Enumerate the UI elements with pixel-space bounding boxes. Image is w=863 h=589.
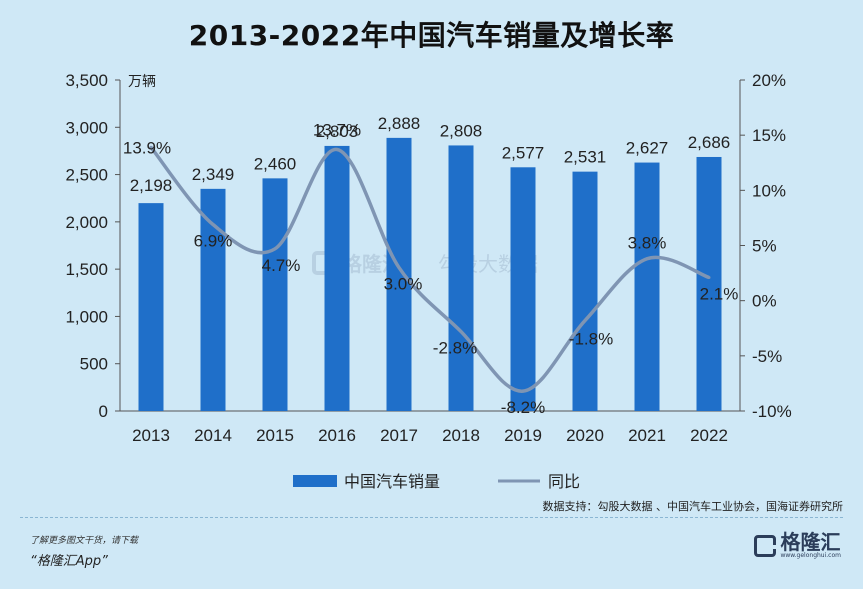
bar-value-label: 2,888	[378, 114, 421, 133]
x-tick-label: 2016	[318, 426, 356, 445]
y-left-tick-label: 500	[80, 355, 108, 374]
bar-2018	[448, 145, 474, 412]
bar-2014	[200, 188, 226, 411]
line-value-label: 13.7%	[313, 121, 361, 140]
bar-2017	[386, 137, 412, 411]
x-tick-label: 2015	[256, 426, 294, 445]
data-source: 数据支持：勾股大数据 、中国汽车工业协会，国海证券研究所	[542, 500, 844, 513]
y-right-tick-label: -10%	[752, 402, 792, 421]
y-right-tick-label: 20%	[752, 71, 786, 90]
line-value-label: 3.8%	[628, 234, 667, 253]
y-right-tick-label: 15%	[752, 126, 786, 145]
y-right-tick-label: -5%	[752, 347, 782, 366]
x-tick-label: 2021	[628, 426, 666, 445]
y-left-tick-label: 3,000	[65, 118, 108, 137]
y-right-tick-label: 10%	[752, 181, 786, 200]
line-point-2014	[211, 223, 215, 227]
bar-value-label: 2,686	[688, 133, 731, 152]
bar-2019	[510, 167, 536, 411]
promo-app-name: “格隆汇App”	[30, 554, 108, 569]
chart: 0 500 1,000 1,500 2,000 2,500 3,000 3,500 -10% -5…	[65, 71, 792, 491]
promo-text: 了解更多图文干货，请下载	[30, 536, 139, 546]
line-point-2020	[583, 319, 587, 323]
y-left-tick-label: 0	[99, 402, 108, 421]
y-left-tick-label: 1,000	[65, 307, 108, 326]
bar-value-label: 2,577	[502, 143, 545, 162]
x-tick-label: 2018	[442, 426, 480, 445]
y-right-tick-label: 5%	[752, 237, 777, 256]
line-value-label: 6.9%	[194, 232, 233, 251]
y-left-unit: 万辆	[128, 73, 156, 89]
line-value-label: 2.1%	[700, 284, 739, 303]
line-point-2016	[335, 148, 339, 152]
footer-divider	[20, 517, 843, 518]
line-point-2021	[645, 257, 649, 261]
x-tick-label: 2013	[132, 426, 170, 445]
bar-value-label: 2,198	[130, 176, 173, 195]
bar-value-label: 2,627	[626, 139, 669, 158]
chart-title: 2013-2022年中国汽车销量及增长率	[188, 19, 675, 52]
series-line-yoy	[149, 146, 710, 393]
brand-logo: 格隆汇 www.gelonghui.com	[754, 532, 841, 559]
line-point-2013	[149, 145, 153, 149]
bar-value-label: 2,460	[254, 154, 297, 173]
y-left-tick-label: 2,500	[65, 166, 108, 185]
line-value-label: 13.9%	[123, 138, 171, 157]
line-value-label: 4.7%	[262, 256, 301, 275]
brand-name: 格隆汇	[780, 530, 841, 554]
line-value-label: -2.8%	[433, 339, 477, 358]
legend-label-line: 同比	[548, 473, 580, 491]
legend-swatch-bar	[293, 475, 337, 487]
bar-2015	[262, 178, 288, 411]
y-right-tick-label: 0%	[752, 292, 777, 311]
line-point-2022	[707, 275, 711, 279]
x-tick-label: 2014	[194, 426, 232, 445]
line-point-2015	[273, 247, 277, 251]
x-tick-label: 2017	[380, 426, 418, 445]
line-value-label: -1.8%	[569, 330, 613, 349]
bar-2013	[138, 203, 164, 411]
y-left-tick-label: 3,500	[65, 71, 108, 90]
y-left-tick-label: 1,500	[65, 260, 108, 279]
x-tick-label: 2022	[690, 426, 728, 445]
line-value-label: -8.2%	[501, 398, 545, 417]
bar-2020	[572, 171, 598, 411]
line-value-label: 3.0%	[384, 275, 423, 294]
bar-value-label: 2,808	[440, 121, 483, 140]
line-point-2017	[397, 266, 401, 270]
bar-value-label: 2,349	[192, 165, 235, 184]
x-tick-label: 2019	[504, 426, 542, 445]
bar-2016	[324, 145, 350, 411]
legend-label-bar: 中国汽车销量	[344, 473, 440, 491]
brand-url: www.gelonghui.com	[780, 552, 841, 559]
bar-2022	[696, 156, 722, 411]
bar-2021	[634, 162, 660, 411]
x-tick-label: 2020	[566, 426, 604, 445]
line-point-2019	[521, 389, 525, 393]
brand-logo-icon	[754, 534, 777, 557]
y-left-tick-label: 2,000	[65, 213, 108, 232]
bar-value-label: 2,803	[316, 122, 359, 141]
line-point-2018	[459, 330, 463, 334]
bar-value-label: 2,531	[564, 148, 607, 167]
